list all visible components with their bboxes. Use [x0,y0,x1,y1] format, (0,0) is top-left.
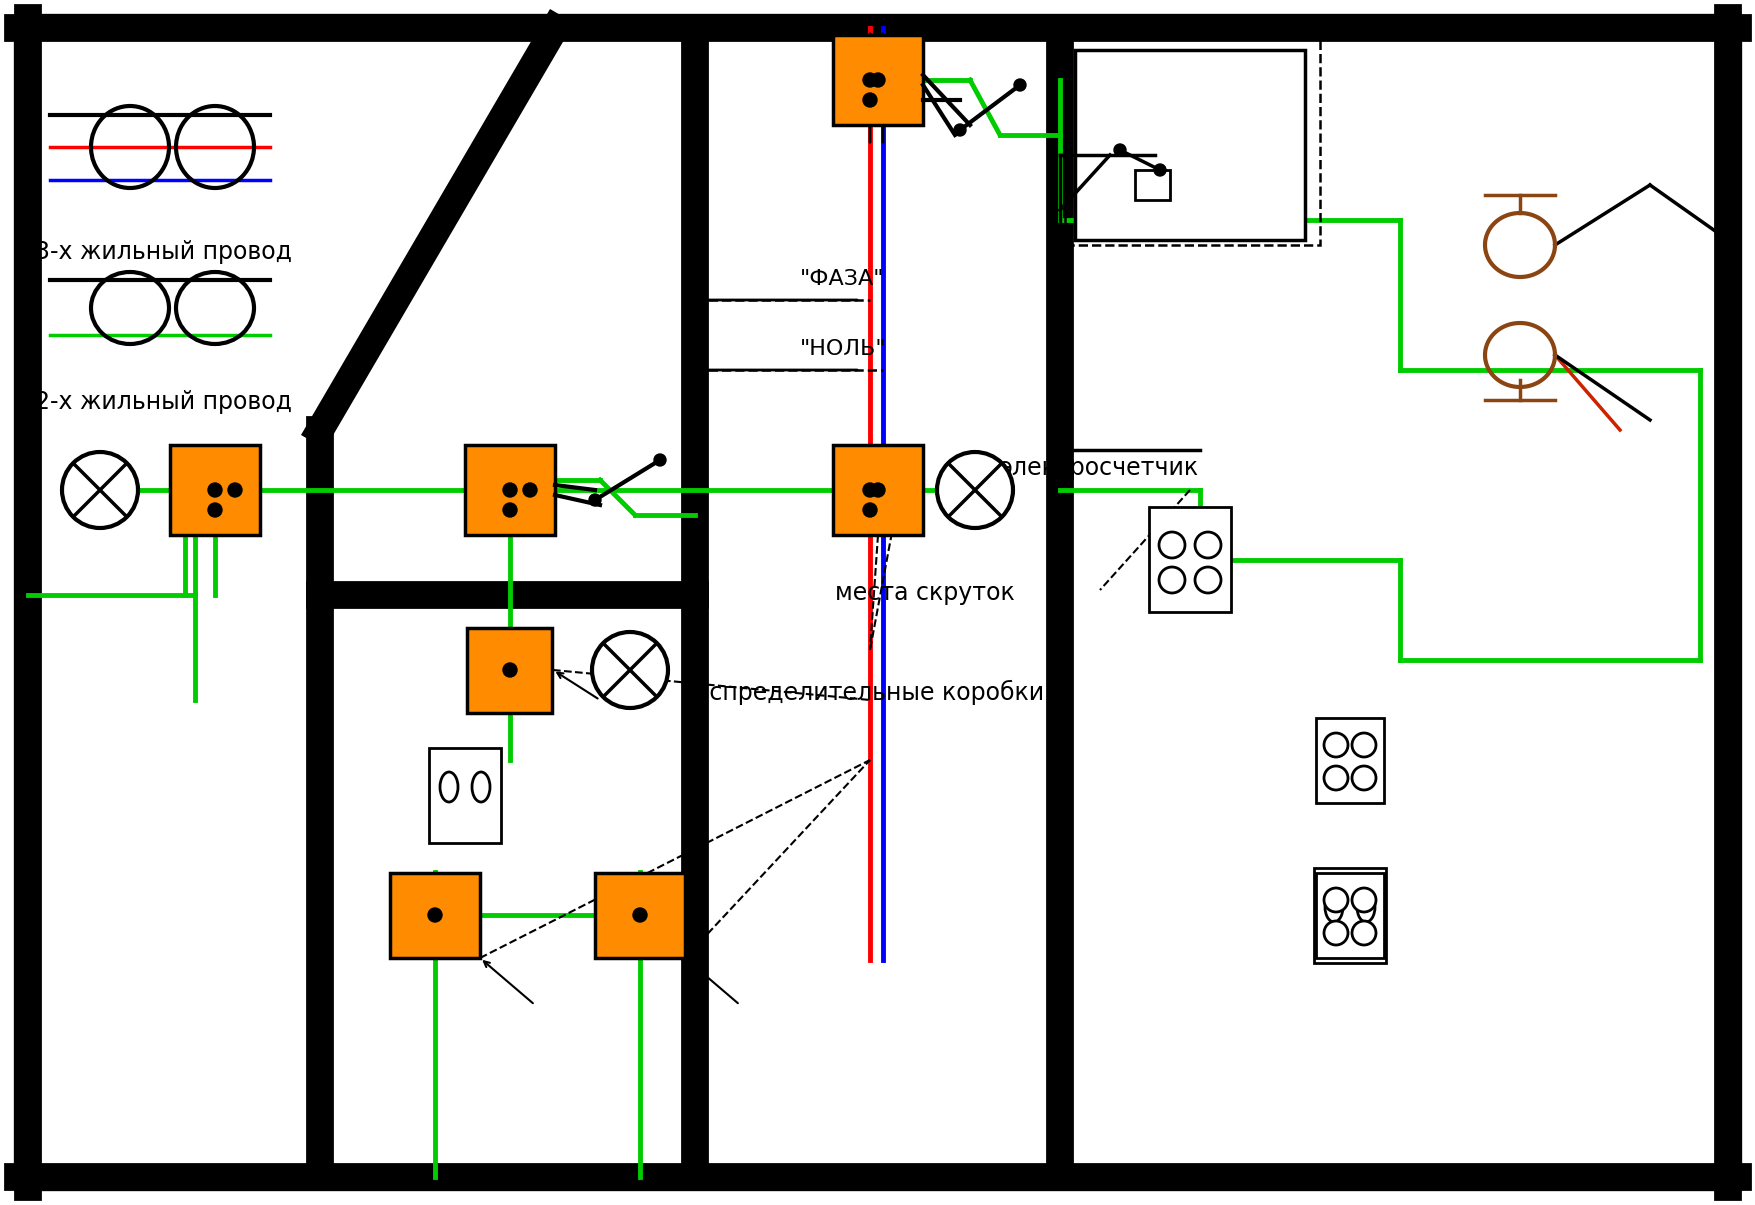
Text: распределительные коробки: распределительные коробки [679,680,1044,705]
Circle shape [862,93,876,107]
Circle shape [862,74,876,87]
Text: 2-х жильный провод: 2-х жильный провод [35,390,291,415]
Circle shape [1195,568,1220,593]
Bar [1148,507,1230,612]
Bar [465,445,555,535]
Circle shape [870,483,885,496]
Circle shape [862,483,876,496]
Circle shape [502,502,516,517]
Bar [428,747,500,842]
Bar [1074,49,1304,240]
Circle shape [937,452,1013,528]
Circle shape [1351,888,1376,912]
Bar [1313,868,1385,963]
Text: 3-х жильный провод: 3-х жильный провод [35,240,291,264]
Circle shape [502,663,516,677]
Circle shape [1351,733,1376,757]
Text: места скруток: места скруток [835,581,1014,605]
Circle shape [953,124,965,136]
Bar [832,35,923,125]
Circle shape [207,483,221,496]
Circle shape [228,483,242,496]
Circle shape [1158,531,1185,558]
Circle shape [591,631,667,709]
Bar [1064,35,1320,245]
Circle shape [862,502,876,517]
Bar [390,872,479,958]
Circle shape [1323,888,1348,912]
Bar [170,445,260,535]
Circle shape [870,74,885,87]
Circle shape [588,494,600,506]
Circle shape [1013,80,1025,92]
Circle shape [523,483,537,496]
Circle shape [1351,921,1376,945]
Text: "ФАЗА": "ФАЗА" [800,269,885,289]
Circle shape [61,452,139,528]
Circle shape [1195,531,1220,558]
Bar [1134,170,1169,200]
Bar [467,628,553,712]
Circle shape [502,483,516,496]
Bar [595,872,684,958]
Circle shape [632,909,646,922]
Circle shape [1351,766,1376,790]
Circle shape [653,454,665,466]
Circle shape [1113,145,1125,155]
Circle shape [1323,921,1348,945]
Bar [832,445,923,535]
Circle shape [1323,766,1348,790]
Circle shape [1323,733,1348,757]
Bar [1314,872,1383,958]
Text: "НОЛЬ": "НОЛЬ" [800,339,886,359]
Text: электросчетчик: электросчетчик [999,455,1199,480]
Circle shape [428,909,442,922]
Bar [1314,717,1383,803]
Circle shape [1153,164,1165,176]
Circle shape [207,502,221,517]
Circle shape [1158,568,1185,593]
